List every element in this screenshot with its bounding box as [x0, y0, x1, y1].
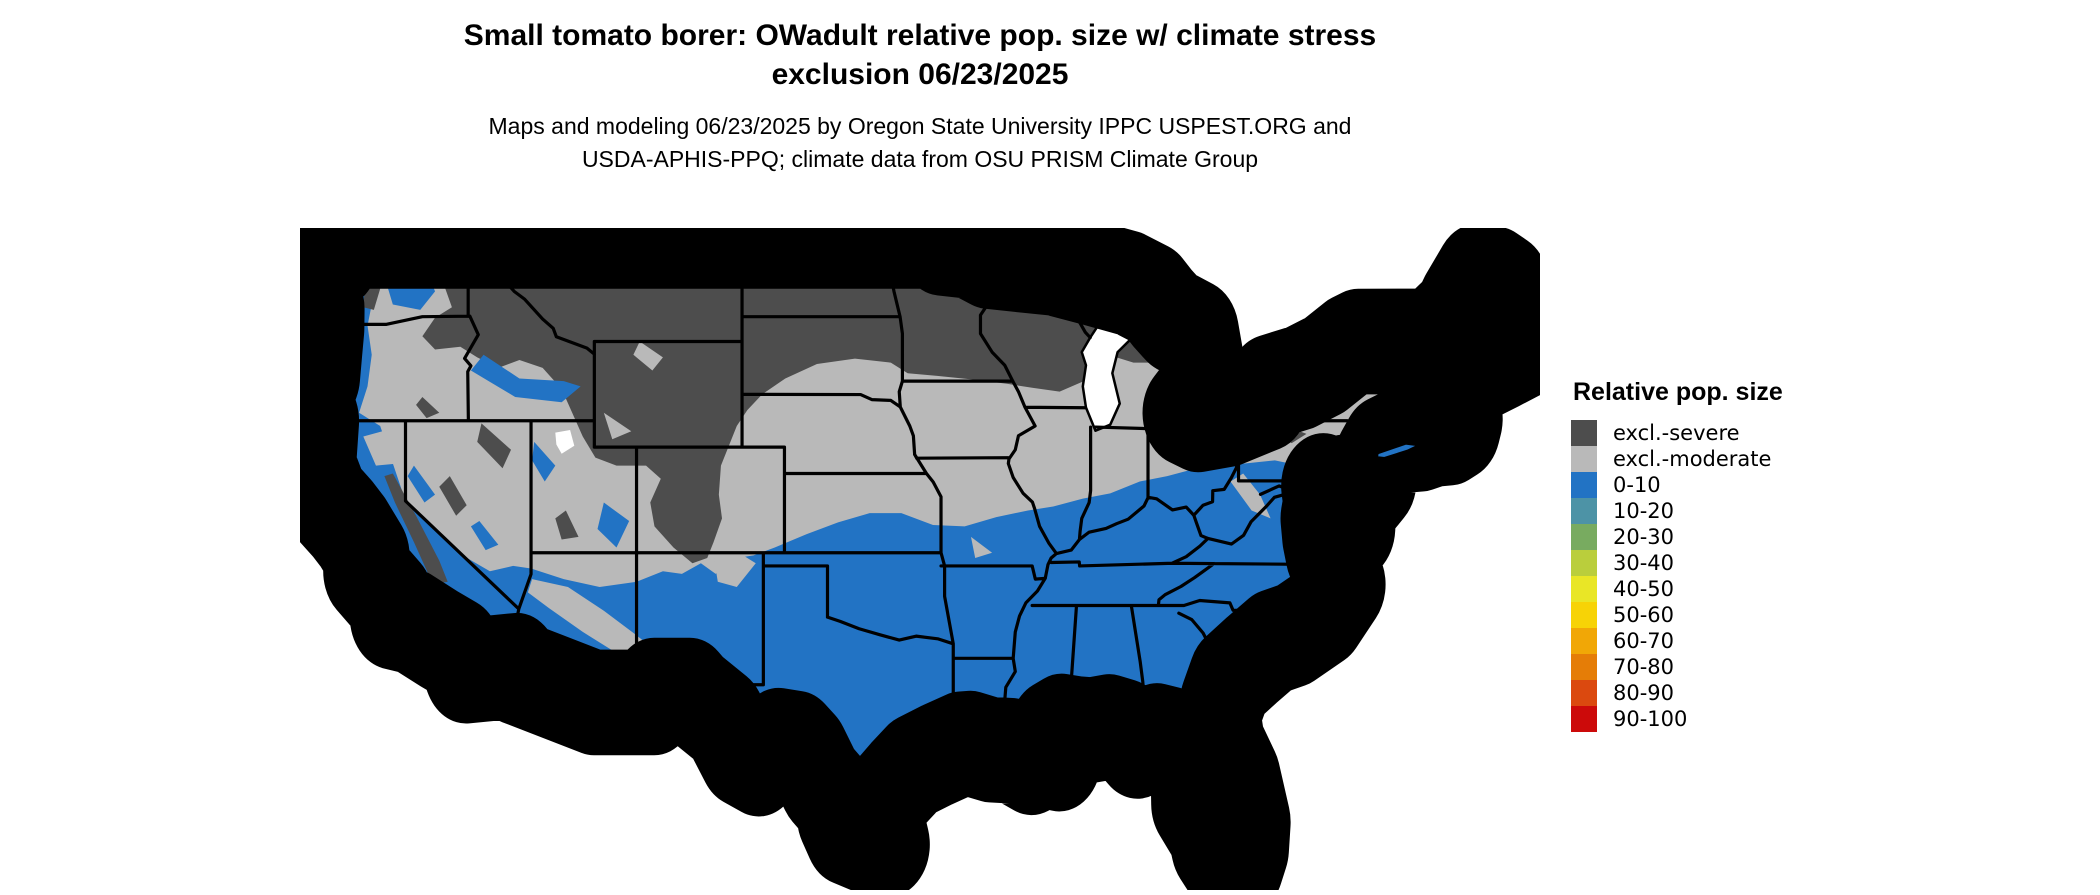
legend-label: 70-80: [1613, 655, 1675, 679]
legend-swatch-40-50: [1571, 576, 1597, 602]
legend-item: 50-60: [1571, 602, 1951, 628]
legend-label: 80-90: [1613, 681, 1675, 705]
us-map-container: [300, 228, 1540, 890]
legend-label: 0-10: [1613, 473, 1661, 497]
legend-swatch-10-20: [1571, 498, 1597, 524]
map-subtitle-line1: Maps and modeling 06/23/2025 by Oregon S…: [488, 113, 1352, 139]
legend-item: 60-70: [1571, 628, 1951, 654]
legend-label: excl.-moderate: [1613, 447, 1772, 471]
us-map: [300, 228, 1540, 890]
legend-label: 30-40: [1613, 551, 1675, 575]
legend-title: Relative pop. size: [1573, 378, 1783, 406]
legend: Relative pop. size excl.-severe excl.-mo…: [1571, 378, 1951, 732]
legend-item: 0-10: [1571, 472, 1951, 498]
legend-label: 40-50: [1613, 577, 1675, 601]
legend-item: excl.-severe: [1571, 420, 1951, 446]
legend-item: 70-80: [1571, 654, 1951, 680]
legend-swatch-0-10: [1571, 472, 1597, 498]
legend-swatch-80-90: [1571, 680, 1597, 706]
legend-swatch-60-70: [1571, 628, 1597, 654]
legend-label: 90-100: [1613, 707, 1688, 731]
legend-swatch-50-60: [1571, 602, 1597, 628]
figure-header: Small tomato borer: OWadult relative pop…: [320, 16, 1520, 176]
legend-item: 10-20: [1571, 498, 1951, 524]
state-borders: [317, 236, 1445, 744]
legend-item: 90-100: [1571, 706, 1951, 732]
map-subtitle-line2: USDA-APHIS-PPQ; climate data from OSU PR…: [581, 146, 1259, 172]
map-subtitle: Maps and modeling 06/23/2025 by Oregon S…: [320, 110, 1520, 176]
legend-label: excl.-severe: [1613, 421, 1740, 445]
legend-item: 80-90: [1571, 680, 1951, 706]
great-salt-lake: [555, 429, 575, 454]
legend-swatch-20-30: [1571, 524, 1597, 550]
legend-label: 60-70: [1613, 629, 1675, 653]
region-excl-severe: [321, 226, 1507, 654]
map-title-line2: exclusion 06/23/2025: [771, 58, 1069, 91]
legend-item: 30-40: [1571, 550, 1951, 576]
legend-swatch-90-100: [1571, 706, 1597, 732]
legend-item: excl.-moderate: [1571, 446, 1951, 472]
legend-swatch-excl-severe: [1571, 420, 1597, 446]
legend-label: 10-20: [1613, 499, 1675, 523]
legend-label: 20-30: [1613, 525, 1675, 549]
legend-item: 20-30: [1571, 524, 1951, 550]
long-island: [1377, 443, 1421, 458]
legend-swatch-30-40: [1571, 550, 1597, 576]
legend-swatch-excl-moderate: [1571, 446, 1597, 472]
legend-item: 40-50: [1571, 576, 1951, 602]
map-title-line1: Small tomato borer: OWadult relative pop…: [463, 19, 1377, 52]
legend-label: 50-60: [1613, 603, 1675, 627]
legend-swatch-70-80: [1571, 654, 1597, 680]
